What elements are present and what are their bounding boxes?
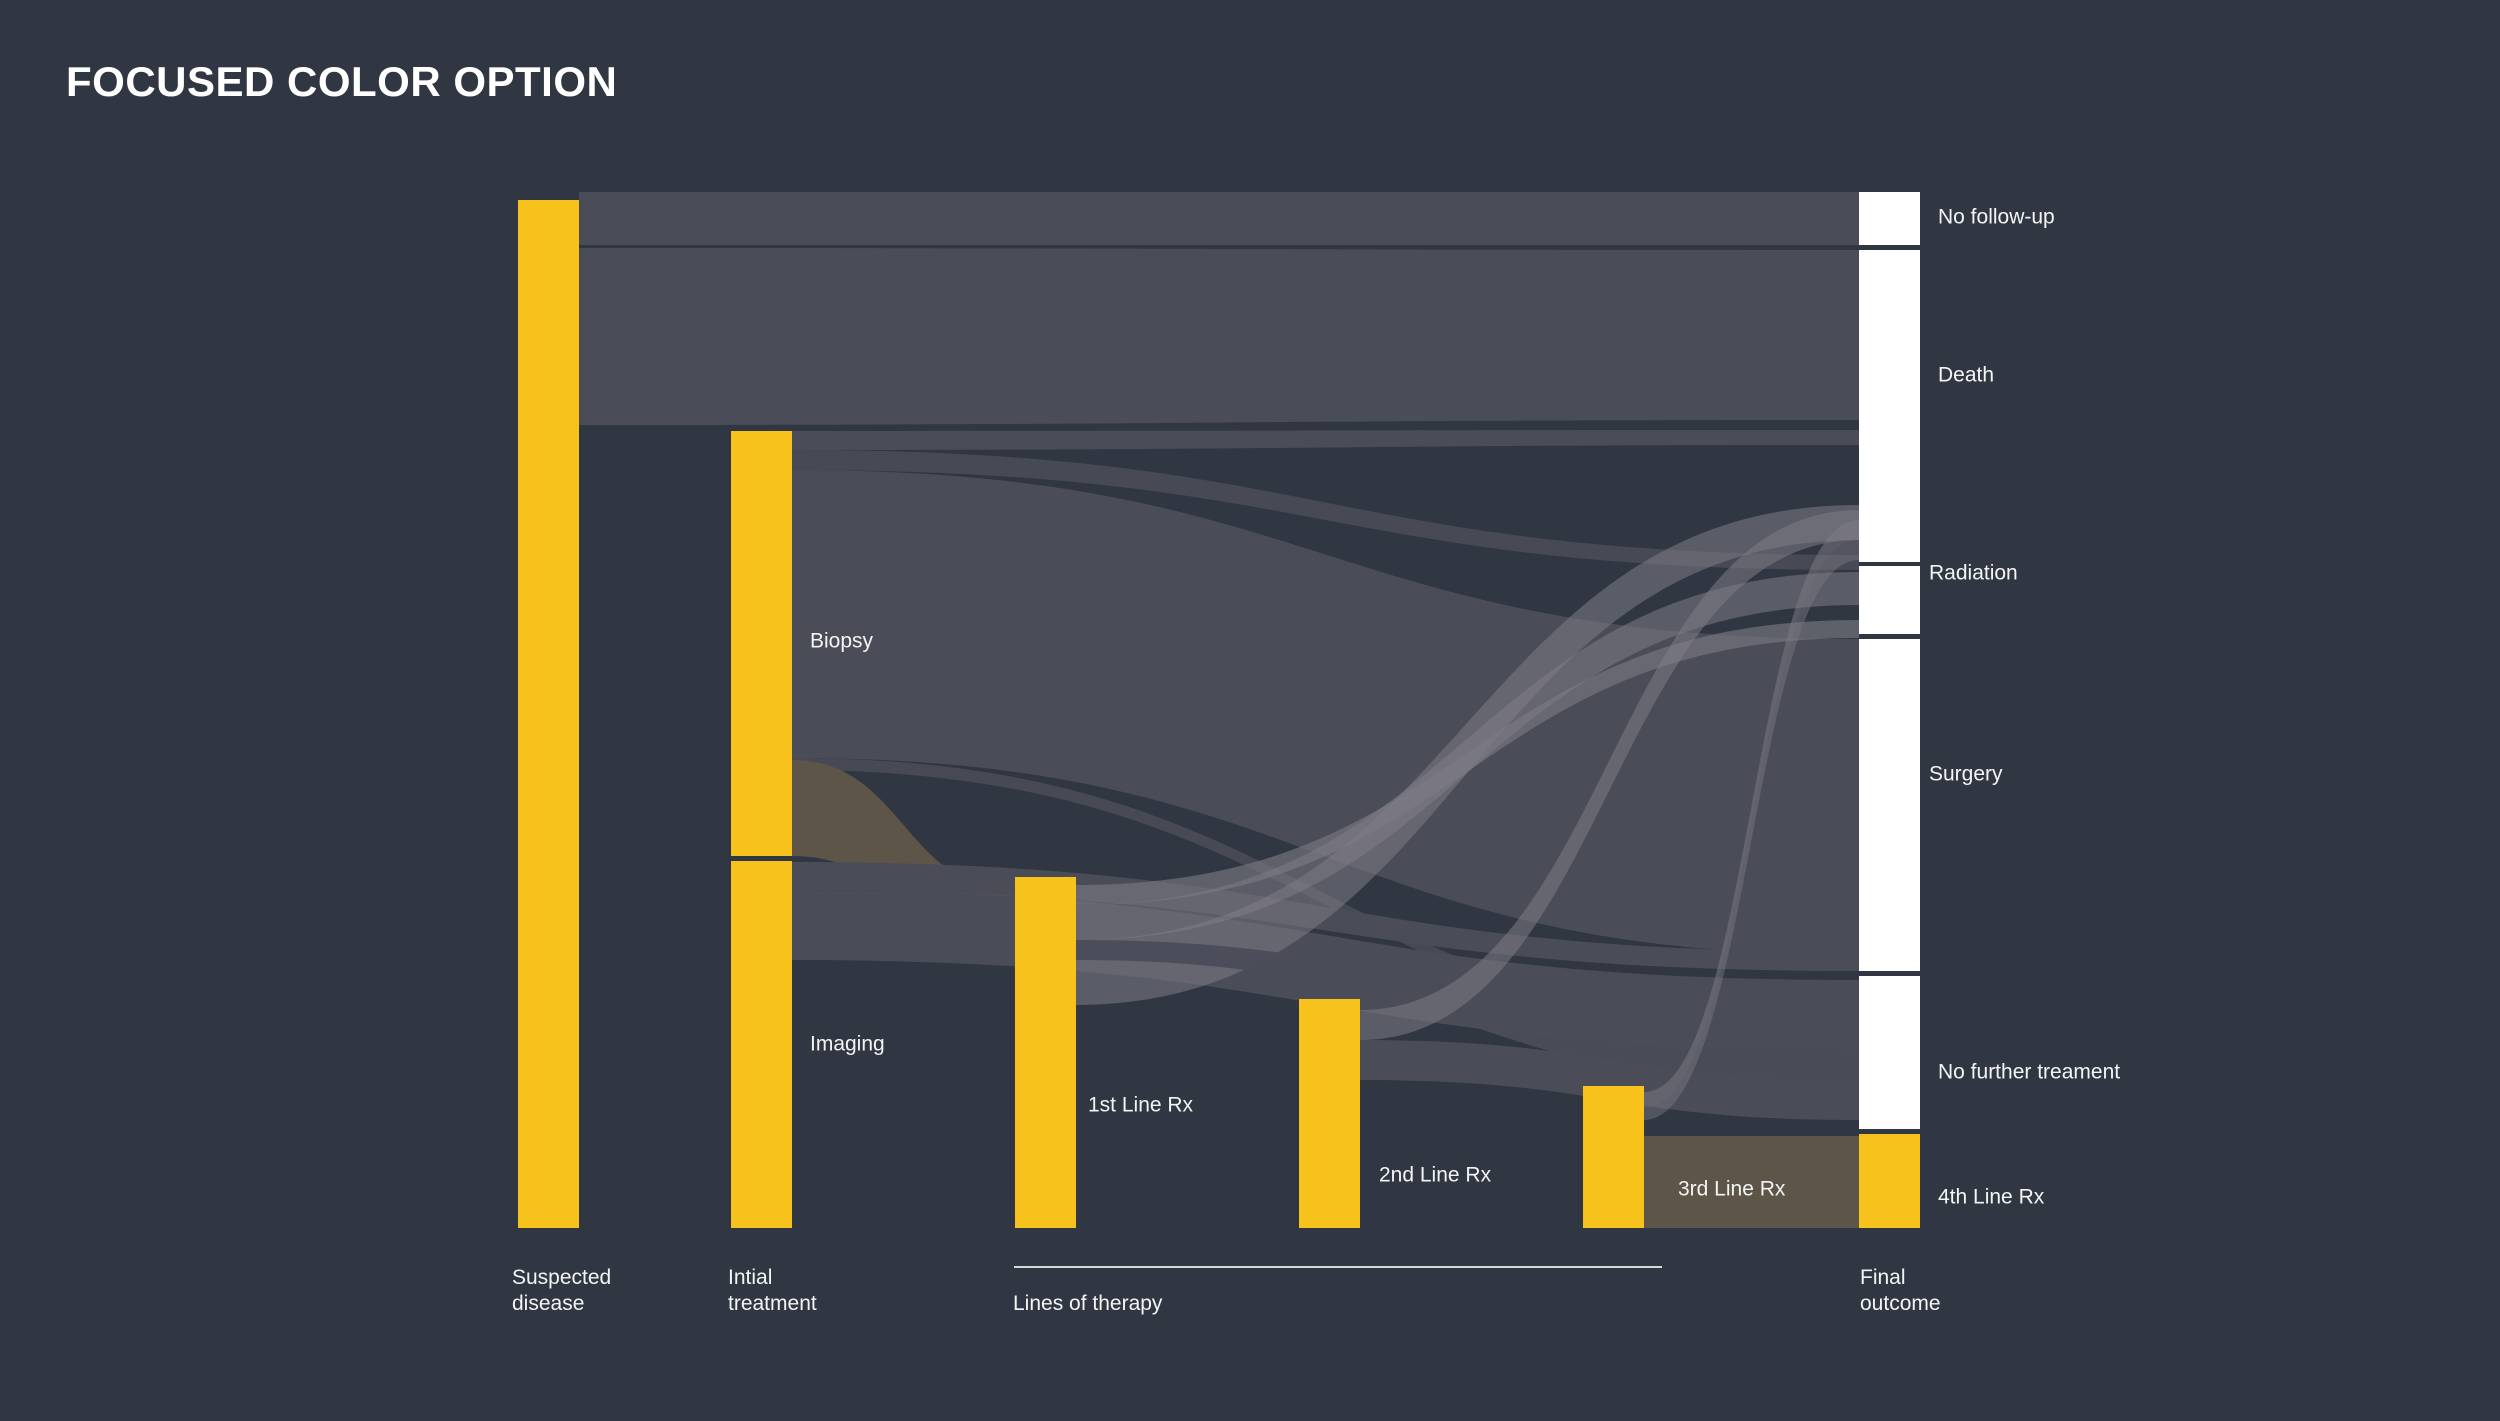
node-surgery <box>1859 639 1920 971</box>
node-imaging <box>731 861 792 1228</box>
link-rx1-to-surgery-light <box>1076 620 1859 905</box>
node-label-imaging: Imaging <box>810 1033 885 1056</box>
node-death <box>1859 250 1920 562</box>
node-rx2 <box>1299 999 1360 1228</box>
link-rx1-to-nofurther <box>1076 940 1859 1090</box>
link-rx3-to-death <box>1644 520 1859 1108</box>
node-rx1 <box>1015 877 1076 1228</box>
link-nofollow-flow <box>579 192 1859 245</box>
node-label-biopsy: Biopsy <box>810 630 874 653</box>
node-label-surgery: Surgery <box>1929 763 2003 786</box>
node-label-death: Death <box>1938 364 1994 387</box>
column-label-initial-treatment: Intial treatment <box>728 1266 817 1315</box>
link-rx2-to-nofurther <box>1360 1040 1859 1120</box>
node-rx3 <box>1583 1086 1644 1228</box>
node-rx4 <box>1859 1134 1920 1228</box>
page-title: FOCUSED COLOR OPTION <box>66 58 618 105</box>
column-label-final-outcome: Final outcome <box>1860 1266 1941 1315</box>
node-radiation <box>1859 566 1920 634</box>
node-label-rx1: 1st Line Rx <box>1088 1094 1194 1117</box>
link-biopsy-to-radiation <box>792 450 1859 570</box>
node-suspected <box>518 200 579 1228</box>
link-biopsy-to-surgery <box>792 470 1859 955</box>
link-rx2-to-death <box>1360 510 1859 1040</box>
link-rx3-to-radiation <box>1644 540 1859 1120</box>
column-label-suspected-disease: Suspected disease <box>512 1266 611 1315</box>
column-axis: Suspected disease Intial treatment Lines o… <box>512 1266 1941 1315</box>
node-label-rx4: 4th Line Rx <box>1938 1186 2045 1209</box>
node-nofollow <box>1859 192 1920 245</box>
link-biopsy-to-death <box>792 430 1859 450</box>
node-labels: Biopsy Imaging 1st Line Rx 2nd Line Rx 3rd L… <box>810 206 2120 1209</box>
column-label-lines-of-therapy: Lines of therapy <box>1013 1292 1163 1315</box>
node-nofurther <box>1859 976 1920 1129</box>
node-label-radiation: Radiation <box>1929 562 2018 585</box>
node-biopsy <box>731 431 792 856</box>
node-label-nofurther: No further treament <box>1938 1061 2120 1084</box>
node-label-rx3: 3rd Line Rx <box>1678 1178 1786 1201</box>
link-death-main-flow <box>579 248 1859 425</box>
node-label-nofollow: No follow-up <box>1938 206 2055 229</box>
sankey-nodes <box>518 192 1920 1228</box>
node-label-rx2: 2nd Line Rx <box>1379 1164 1492 1187</box>
link-rx3-to-rx4 <box>1644 1136 1859 1228</box>
